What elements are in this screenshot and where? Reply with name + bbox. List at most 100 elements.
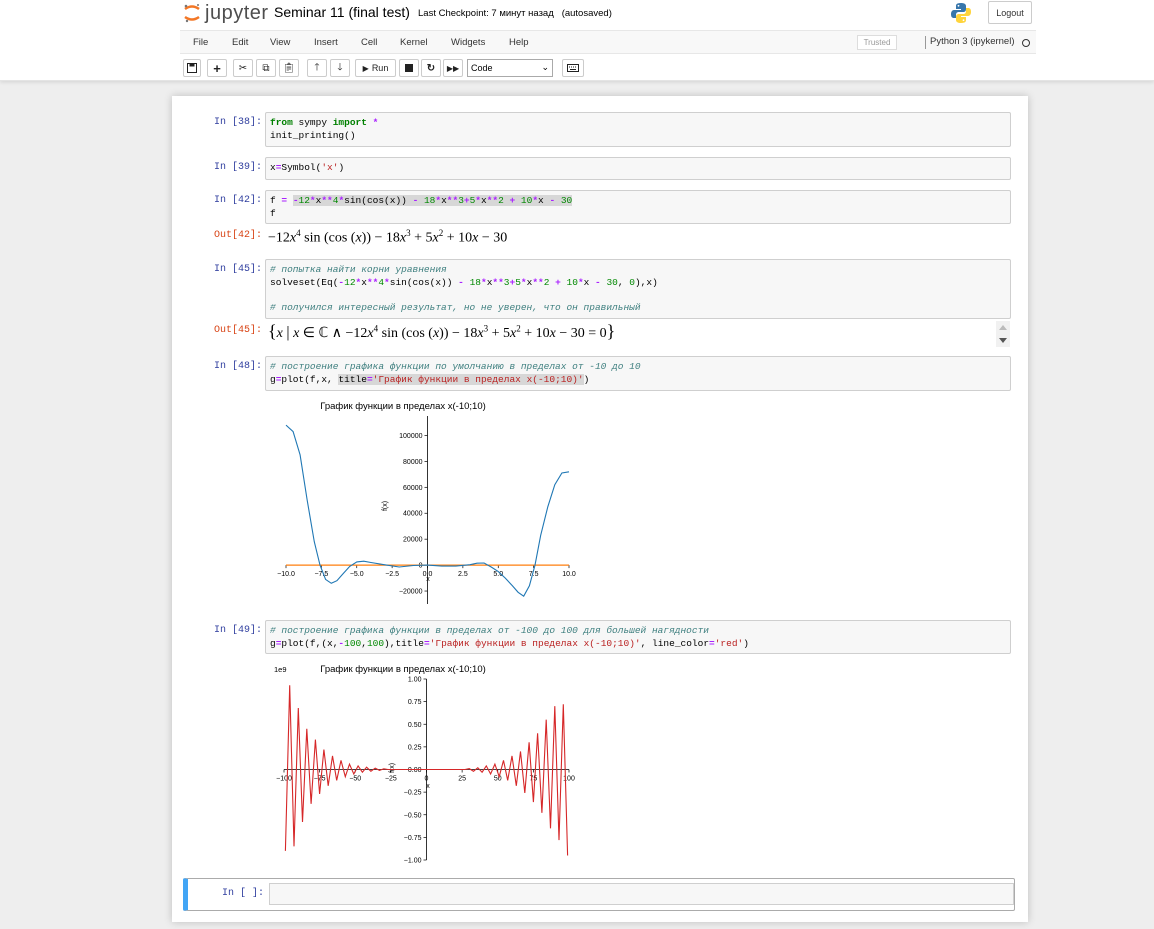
- scroll-up-icon: [999, 325, 1007, 330]
- move-up-button[interactable]: 🡑: [307, 59, 327, 77]
- logout-button[interactable]: Logout: [988, 1, 1032, 24]
- menu-edit[interactable]: Edit: [232, 37, 249, 48]
- plot1-ytick-label: 80000: [403, 459, 423, 466]
- menu-bar: File Edit View Insert Cell Kernel Widget…: [180, 30, 1036, 54]
- plot1-ylabel: f(x): [382, 501, 389, 511]
- menu-cell[interactable]: Cell: [361, 37, 378, 48]
- code-cell-38[interactable]: from sympy import * init_printing(): [265, 112, 1011, 147]
- plot1-xtick-label: −5.0: [350, 571, 364, 578]
- code-cell-39[interactable]: x=Symbol('x'): [265, 157, 1011, 180]
- cut-button[interactable]: ✂: [233, 59, 253, 77]
- restart-run-all-button[interactable]: ▶▶: [443, 59, 463, 77]
- plot2-xtick-label: −50: [349, 776, 361, 783]
- plot2-ytick-label: 0.00: [408, 767, 422, 774]
- empty-code-input[interactable]: [269, 883, 1014, 905]
- restart-button[interactable]: ↻: [421, 59, 441, 77]
- trusted-indicator[interactable]: Trusted: [857, 35, 897, 50]
- plot1-ytick-label: 0: [419, 563, 423, 570]
- run-label: Run: [371, 63, 389, 73]
- menu-view[interactable]: View: [270, 37, 291, 48]
- plot2-scale-label: 1e9: [274, 665, 287, 674]
- plot-1: График функции в пределах x(-10;10) f(x)…: [277, 401, 576, 604]
- notebook-title[interactable]: Seminar 11 (final test): [274, 4, 410, 20]
- brand-text: jupyter: [205, 1, 269, 24]
- autosave-text: (autosaved): [561, 8, 612, 19]
- keyboard-icon: [567, 64, 579, 72]
- header: jupyter Seminar 11 (final test) Last Che…: [0, 0, 1154, 81]
- plot1-ytick-label: −20000: [399, 589, 423, 596]
- add-cell-button[interactable]: +: [207, 59, 227, 77]
- code-cell-42[interactable]: f = -12*x**4*sin(cos(x)) - 18*x**3+5*x**…: [265, 190, 1011, 224]
- input-prompt: In [ ]:: [221, 888, 264, 899]
- plot2-ytick-label: 0.50: [408, 722, 422, 729]
- plot1-title: График функции в пределах x(-10;10): [320, 401, 486, 412]
- cell-type-select[interactable]: Code ⌄: [467, 59, 553, 77]
- plot1-series-line: [285, 424, 570, 598]
- output-expression-45: {x | x ∈ ℂ ∧ −12x4 sin (cos (x)) − 18x3 …: [268, 321, 616, 341]
- menu-file[interactable]: File: [193, 37, 209, 48]
- kernel-name[interactable]: Python 3 (ipykernel): [925, 36, 1014, 49]
- restart-icon: ↻: [426, 62, 436, 74]
- input-prompt: In [39]:: [213, 162, 262, 173]
- checkpoint-status: Last Checkpoint: 7 минут назад (autosave…: [418, 8, 612, 19]
- plot1-xtick-label: 7.5: [529, 571, 539, 578]
- plot2-title: График функции в пределах x(-10;10): [320, 664, 486, 675]
- plot2-xtick-label: −100: [276, 776, 292, 783]
- scroll-down-icon: [999, 338, 1007, 343]
- plot1-xtick-label: 5.0: [493, 571, 503, 578]
- input-prompt: In [45]:: [213, 264, 262, 275]
- cell-type-value: Code: [471, 63, 493, 73]
- copy-icon: ⧉: [262, 62, 270, 74]
- chevron-down-icon: ⌄: [541, 62, 549, 72]
- plot1-xlabel: x: [426, 576, 430, 583]
- active-cell[interactable]: In [ ]:: [183, 878, 1015, 911]
- plot2-ytick-label: −1.00: [404, 858, 422, 865]
- stop-icon: [405, 64, 413, 72]
- code-cell-48[interactable]: # построение графика функции по умолчани…: [265, 356, 1011, 391]
- plot2-ytick-label: −0.50: [404, 812, 422, 819]
- jupyter-logo[interactable]: jupyter: [183, 2, 269, 24]
- save-button[interactable]: [183, 59, 201, 77]
- run-button[interactable]: ▶ Run: [355, 59, 396, 77]
- plot2-ytick-label: 0.25: [408, 744, 422, 751]
- command-palette-button[interactable]: [562, 59, 584, 77]
- plot2-xtick-label: 75: [529, 776, 537, 783]
- plot2-xtick-label: −25: [385, 776, 397, 783]
- move-down-button[interactable]: 🡓: [330, 59, 350, 77]
- plot1-xtick-label: −7.5: [314, 571, 328, 578]
- output-prompt: Out[42]:: [213, 230, 262, 241]
- plot1-xtick-label: −10.0: [277, 571, 295, 578]
- plot1-ytick-label: 100000: [399, 433, 422, 440]
- menu-help[interactable]: Help: [509, 37, 529, 48]
- plot-2: График функции в пределах x(-10;10) 1e9 …: [274, 664, 575, 865]
- plot1-ytick-label: 60000: [403, 485, 423, 492]
- notebook-container: In [38]: from sympy import * init_printi…: [172, 96, 1028, 922]
- arrow-down-icon: 🡓: [337, 61, 343, 73]
- code-cell-45[interactable]: # попытка найти корни уравнения solveset…: [265, 259, 1011, 319]
- plot2-ytick-label: 1.00: [408, 677, 422, 684]
- interrupt-button[interactable]: [399, 59, 419, 77]
- plot2-ytick-label: −0.25: [404, 790, 422, 797]
- fast-forward-icon: ▶▶: [446, 63, 460, 73]
- output-prompt: Out[45]:: [213, 325, 262, 336]
- plot1-ytick-label: 40000: [403, 511, 423, 518]
- menu-widgets[interactable]: Widgets: [451, 37, 486, 48]
- input-prompt: In [48]:: [213, 361, 262, 372]
- menu-insert[interactable]: Insert: [314, 37, 338, 48]
- copy-button[interactable]: ⧉: [256, 59, 276, 77]
- paste-icon: 📋︎: [282, 62, 296, 74]
- plot2-xtick-label: 25: [458, 776, 466, 783]
- arrow-up-icon: 🡑: [314, 61, 320, 73]
- output-scrollbar[interactable]: [996, 321, 1010, 347]
- save-icon: [187, 63, 197, 73]
- plot1-xtick-label: 0.0: [423, 571, 433, 578]
- plot2-ylabel: f(x): [389, 763, 396, 773]
- checkpoint-text: Last Checkpoint: 7 минут назад: [418, 8, 554, 19]
- code-cell-49[interactable]: # построение графика функции в пределах …: [265, 620, 1011, 654]
- plot2-xtick-label: 50: [494, 776, 502, 783]
- cut-icon: ✂: [238, 62, 248, 74]
- paste-button[interactable]: 📋︎: [279, 59, 299, 77]
- plot1-ytick-label: 20000: [403, 537, 423, 544]
- plot1-xtick-label: 10.0: [562, 571, 576, 578]
- menu-kernel[interactable]: Kernel: [400, 37, 428, 48]
